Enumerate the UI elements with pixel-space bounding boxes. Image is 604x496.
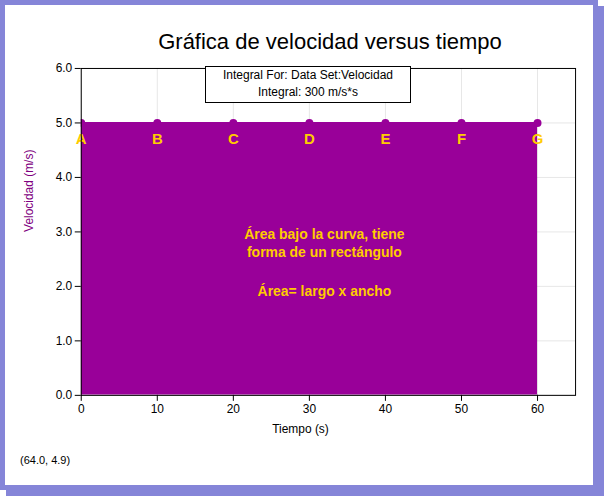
svg-text:1.0: 1.0 — [56, 334, 73, 348]
svg-text:Área= largo x ancho: Área= largo x ancho — [258, 283, 392, 299]
svg-text:50: 50 — [455, 402, 469, 416]
svg-text:B: B — [152, 130, 163, 147]
svg-text:3.0: 3.0 — [56, 225, 73, 239]
svg-text:30: 30 — [303, 402, 317, 416]
svg-text:Área bajo la curva, tiene: Área bajo la curva, tiene — [244, 226, 405, 242]
svg-text:A: A — [75, 129, 87, 147]
html-text:Integral For: Data Set:Velocid: Integral For: Data Set:Velocidad — [222, 68, 393, 82]
html-text:(64.0, 4.9): (64.0, 4.9) — [20, 454, 71, 466]
svg-text:Velocidad (m/s): Velocidad (m/s) — [22, 150, 36, 232]
svg-text:60: 60 — [531, 402, 545, 416]
svg-text:40: 40 — [379, 402, 393, 416]
svg-text:0: 0 — [78, 402, 85, 416]
svg-text:F: F — [457, 130, 466, 147]
html-text:Gráfica de velocidad versus ti: Gráfica de velocidad versus tiempo — [158, 29, 502, 54]
svg-text:10: 10 — [151, 402, 165, 416]
svg-text:2.0: 2.0 — [56, 279, 73, 293]
svg-text:20: 20 — [227, 402, 241, 416]
svg-text:6.0: 6.0 — [56, 61, 73, 75]
svg-text:Tiempo (s): Tiempo (s) — [272, 422, 329, 436]
svg-text:C: C — [228, 130, 239, 147]
svg-text:D: D — [304, 130, 315, 147]
svg-text:E: E — [380, 130, 390, 147]
html-text:Integral: 300 m/s*s: Integral: 300 m/s*s — [258, 85, 358, 99]
svg-text:0.0: 0.0 — [56, 388, 73, 402]
svg-text:G: G — [532, 130, 544, 147]
svg-text:forma de un rectángulo: forma de un rectángulo — [247, 244, 402, 260]
svg-text:5.0: 5.0 — [56, 116, 73, 130]
svg-text:4.0: 4.0 — [56, 170, 73, 184]
